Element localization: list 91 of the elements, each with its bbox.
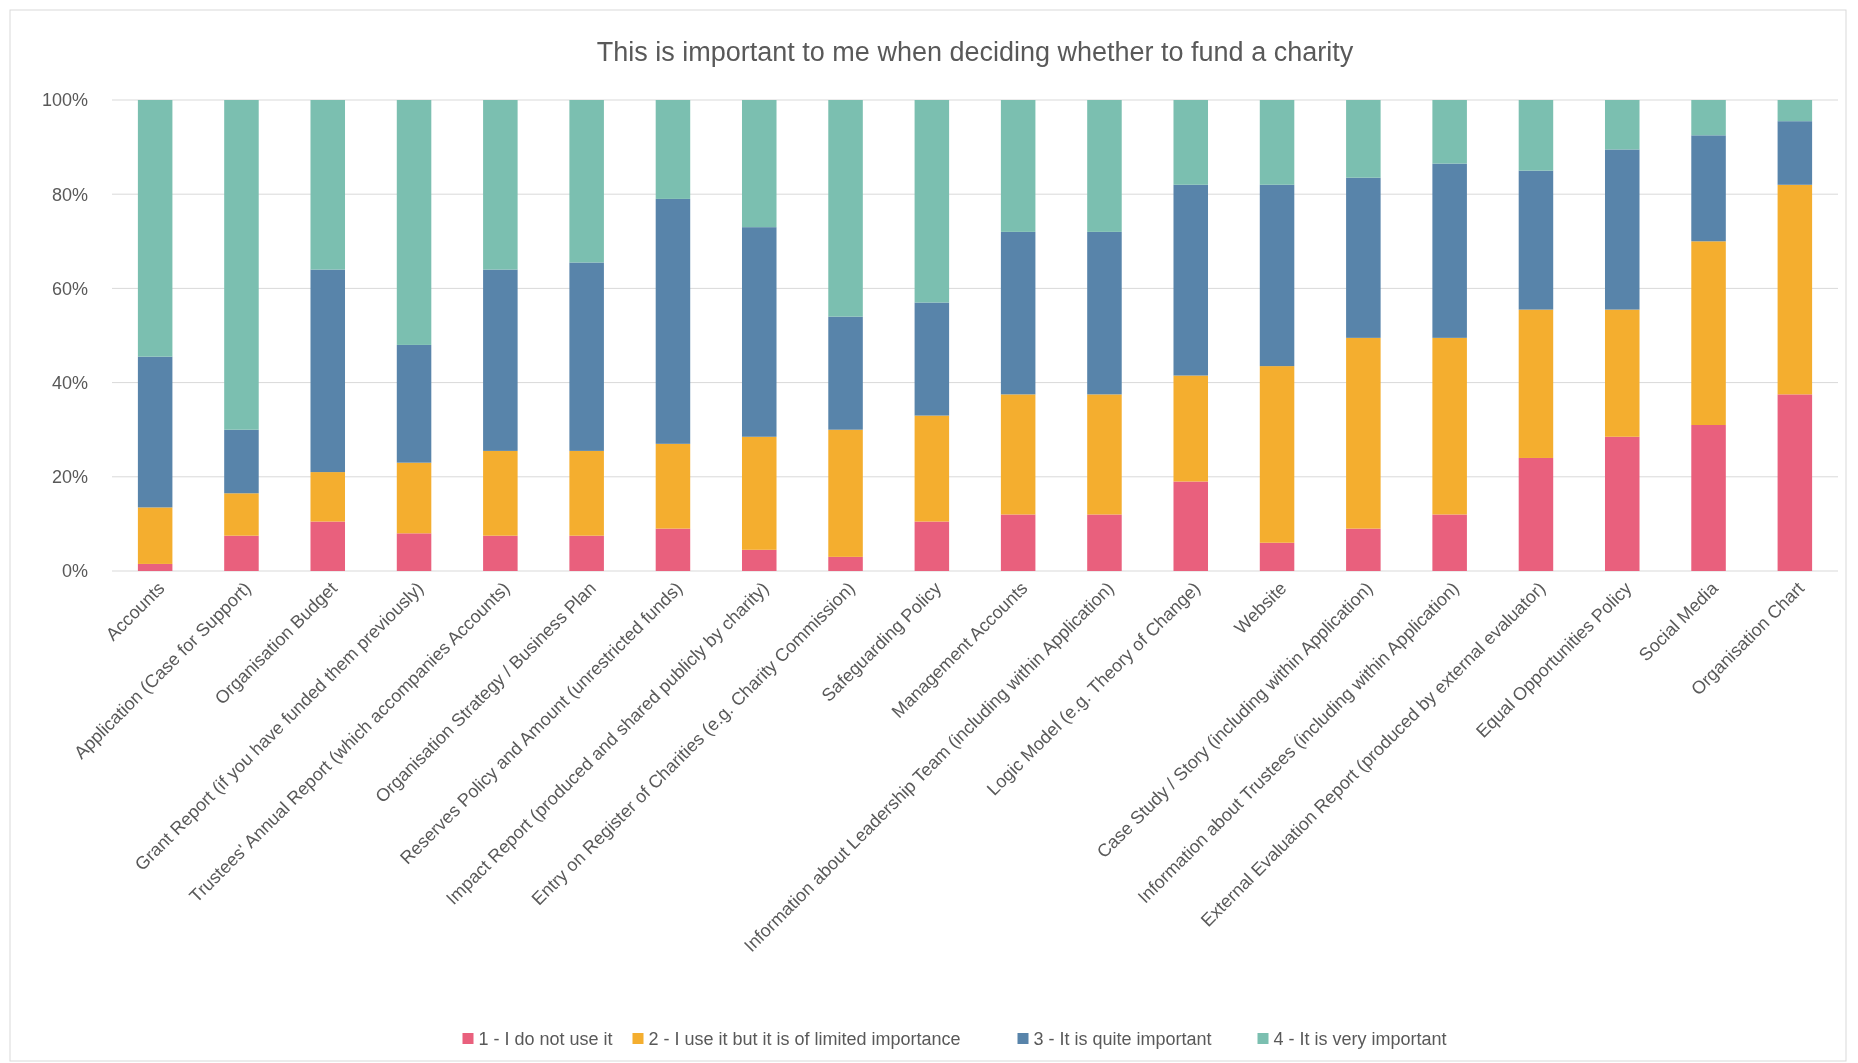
bar — [396, 344, 432, 463]
bar — [1691, 424, 1726, 571]
bar — [137, 100, 173, 357]
bar — [137, 356, 173, 508]
bar — [137, 507, 173, 564]
bar — [1173, 100, 1209, 185]
bar — [1518, 100, 1554, 171]
bar — [1691, 135, 1726, 242]
bar — [1432, 100, 1467, 164]
bar — [569, 100, 604, 263]
bar — [310, 472, 346, 522]
bar — [1777, 394, 1813, 571]
legend-label: 4 - It is very important — [1273, 1029, 1447, 1050]
bar — [483, 269, 518, 451]
bar — [1346, 337, 1381, 529]
bar — [828, 316, 863, 430]
bar — [741, 100, 777, 228]
bar — [828, 429, 863, 557]
bar — [1432, 514, 1467, 571]
bar — [1173, 184, 1209, 376]
bar — [569, 535, 604, 571]
bar — [137, 563, 173, 571]
bar — [655, 100, 691, 199]
bar — [569, 262, 604, 451]
y-tick-label: 20% — [51, 467, 88, 488]
bar — [483, 100, 518, 270]
bar — [1087, 514, 1122, 571]
bar — [1259, 542, 1295, 571]
bar — [1432, 163, 1467, 338]
bar — [1604, 100, 1640, 150]
bar — [1777, 121, 1813, 185]
chart-title: This is important to me when deciding whether to fund a charity — [596, 37, 1354, 67]
bar — [828, 100, 863, 317]
legend-label: 1 - I do not use it — [478, 1029, 613, 1050]
bar — [741, 549, 777, 571]
bar — [914, 415, 950, 522]
bar — [1087, 231, 1122, 395]
y-tick-label: 60% — [51, 278, 88, 299]
bar — [1259, 184, 1295, 367]
bar — [1000, 231, 1036, 395]
bar — [1346, 177, 1381, 338]
bar — [1518, 309, 1554, 458]
bar — [1604, 309, 1640, 437]
bar — [1604, 436, 1640, 571]
bar — [396, 462, 432, 534]
bar — [914, 302, 950, 416]
bar — [396, 533, 432, 571]
legend-label: 3 - It is quite important — [1033, 1029, 1212, 1050]
bar — [1346, 100, 1381, 178]
bar — [655, 528, 691, 571]
bar — [1259, 100, 1295, 185]
bar — [224, 429, 259, 494]
y-tick-label: 100% — [41, 90, 88, 111]
bar — [1173, 375, 1209, 482]
bar — [914, 100, 950, 303]
bar — [1518, 170, 1554, 310]
bar — [1000, 100, 1036, 232]
bar — [310, 100, 346, 270]
bar — [655, 443, 691, 529]
bar — [224, 493, 259, 536]
bar — [1087, 394, 1122, 515]
bar — [483, 535, 518, 571]
legend-label: 2 - I use it but it is of limited importance — [648, 1029, 961, 1050]
bar — [741, 436, 777, 550]
bar — [1604, 149, 1640, 310]
y-tick-label: 0% — [61, 561, 88, 582]
bar — [828, 556, 863, 571]
bar — [914, 521, 950, 571]
y-tick-label: 80% — [51, 184, 88, 205]
bar — [1518, 457, 1554, 571]
bar — [1432, 337, 1467, 515]
bar — [1000, 394, 1036, 515]
bar — [1346, 528, 1381, 571]
bar — [741, 227, 777, 437]
bar — [224, 100, 259, 430]
bar — [1777, 100, 1813, 122]
bar — [396, 100, 432, 345]
bar — [310, 269, 346, 473]
y-tick-label: 40% — [51, 372, 88, 393]
bar — [1087, 100, 1122, 232]
bar — [1777, 184, 1813, 395]
bar — [1259, 366, 1295, 543]
bar — [1691, 241, 1726, 425]
bar — [310, 521, 346, 571]
bar — [224, 535, 259, 571]
bar — [1000, 514, 1036, 571]
bar — [1173, 481, 1209, 571]
bar — [1691, 100, 1726, 136]
bar — [655, 198, 691, 444]
bar — [569, 450, 604, 536]
bar — [483, 450, 518, 536]
